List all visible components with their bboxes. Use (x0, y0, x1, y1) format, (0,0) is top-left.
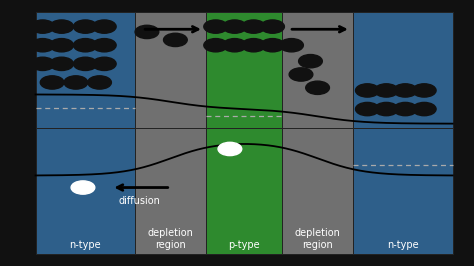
Bar (206, 128, 282, 254)
Circle shape (31, 39, 55, 52)
Circle shape (92, 57, 116, 70)
Circle shape (164, 33, 187, 47)
Circle shape (92, 39, 116, 52)
Circle shape (135, 25, 159, 39)
Circle shape (356, 84, 379, 97)
Bar (206, 12, 282, 128)
Circle shape (92, 20, 116, 33)
Circle shape (299, 55, 322, 68)
Circle shape (73, 57, 97, 70)
Bar (135, 128, 206, 254)
Circle shape (242, 20, 265, 33)
Circle shape (40, 76, 64, 89)
Text: diffusion: diffusion (119, 196, 161, 206)
Circle shape (261, 20, 284, 33)
Circle shape (31, 20, 55, 33)
Text: n-type: n-type (387, 240, 419, 250)
Text: p-type: p-type (228, 240, 260, 250)
Circle shape (242, 39, 265, 52)
Circle shape (393, 102, 417, 116)
Bar (353, 128, 453, 254)
Circle shape (50, 20, 73, 33)
Circle shape (50, 39, 73, 52)
Circle shape (306, 81, 329, 94)
Circle shape (64, 76, 88, 89)
Bar (36, 128, 135, 254)
Circle shape (88, 76, 111, 89)
Circle shape (412, 102, 436, 116)
Circle shape (31, 57, 55, 70)
Circle shape (223, 20, 246, 33)
Bar (282, 12, 353, 128)
Circle shape (412, 84, 436, 97)
Circle shape (374, 84, 398, 97)
Text: depletion
region: depletion region (148, 228, 193, 250)
Circle shape (73, 20, 97, 33)
Circle shape (280, 39, 303, 52)
Circle shape (204, 20, 228, 33)
Circle shape (289, 68, 313, 81)
Circle shape (73, 39, 97, 52)
Circle shape (356, 102, 379, 116)
Bar (353, 12, 453, 128)
Circle shape (374, 102, 398, 116)
Bar (36, 12, 135, 128)
Text: depletion
region: depletion region (295, 228, 340, 250)
Circle shape (71, 181, 95, 194)
Circle shape (50, 57, 73, 70)
Bar (135, 12, 206, 128)
Text: n-type: n-type (70, 240, 101, 250)
Circle shape (218, 142, 242, 156)
Circle shape (223, 39, 246, 52)
Circle shape (261, 39, 284, 52)
Circle shape (204, 39, 228, 52)
Bar (282, 128, 353, 254)
Circle shape (393, 84, 417, 97)
